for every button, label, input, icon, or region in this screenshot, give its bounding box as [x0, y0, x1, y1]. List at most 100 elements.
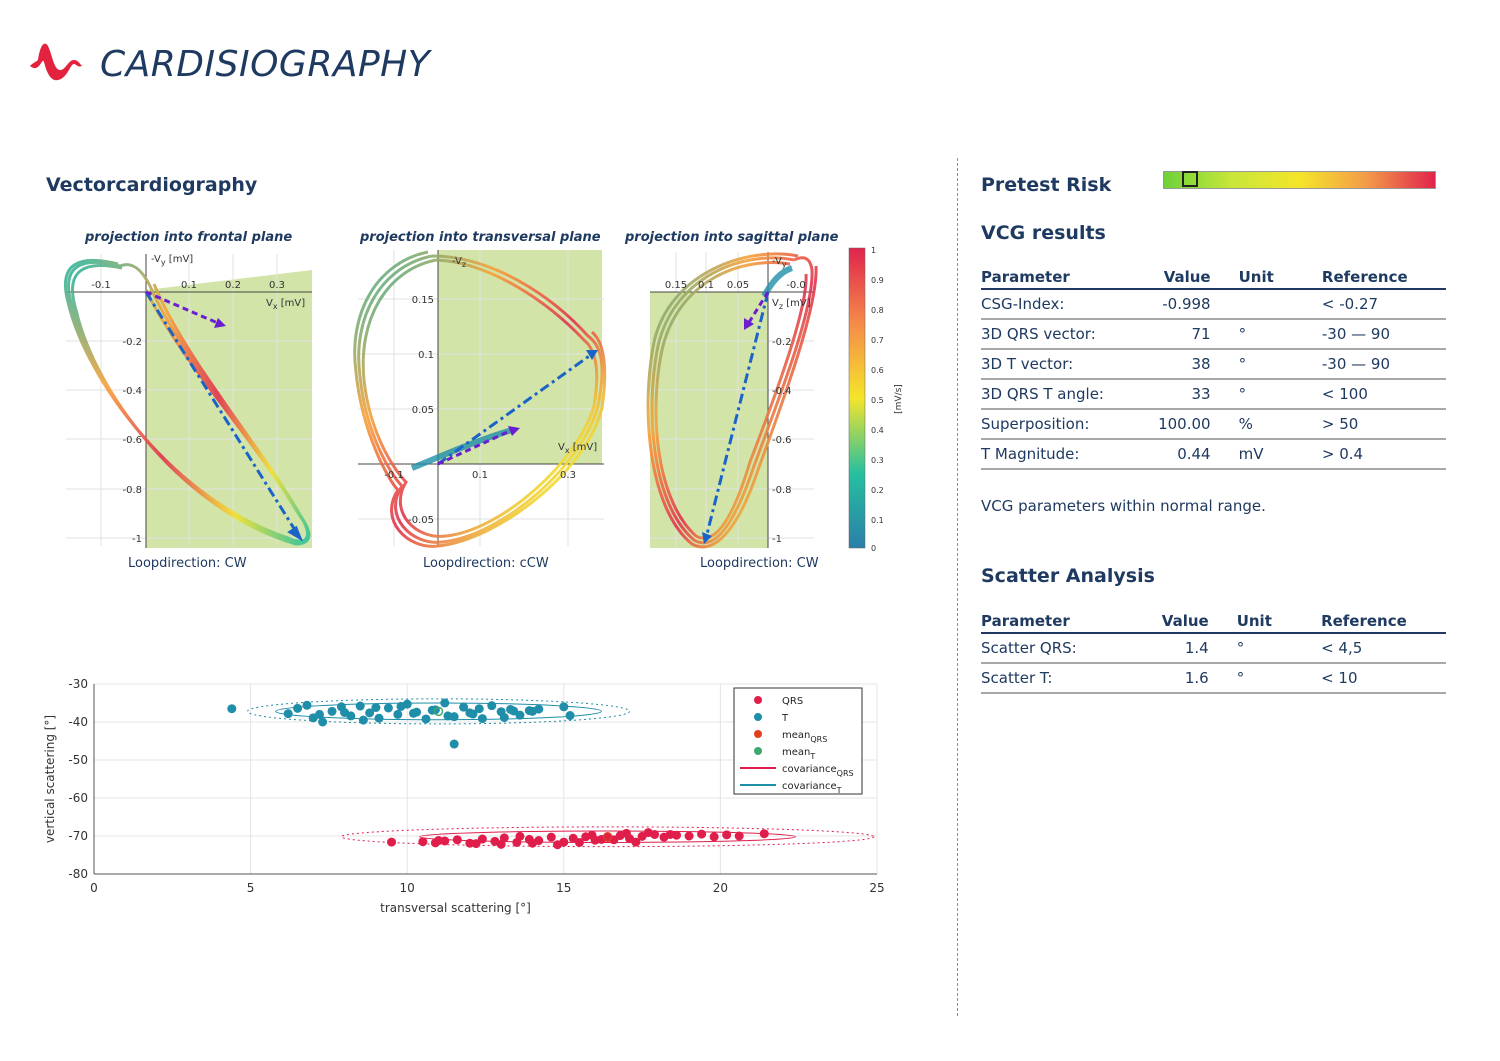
qrs-point [515, 831, 525, 841]
transversal-vtick: 0.1 [418, 350, 434, 361]
frontal-vtick: -0.4 [122, 386, 142, 397]
frontal-htick: 0.1 [181, 280, 197, 291]
qrs-point [527, 838, 537, 848]
t-point [315, 709, 325, 719]
legend-label: covarianceQRS [782, 764, 854, 778]
colorbar-tick: 0.2 [871, 486, 884, 495]
colorbar-tick: 0.7 [871, 336, 884, 345]
risk-marker [1181, 171, 1198, 187]
reference-cell: < 4,5 [1321, 633, 1446, 664]
unit-cell [1238, 289, 1322, 320]
scatter-chart: 0 5 10 15 20 25 -30 -40 -50 -60 -70 -80 transversal … [43, 677, 885, 915]
x-tick-label: 10 [400, 881, 415, 895]
scatter-analysis-heading: Scatter Analysis [981, 565, 1155, 587]
frontal-plane-plot: -Vy [mV] Vx [mV] -0.1 0.1 0.2 0.3 -0.2 -… [63, 254, 312, 548]
t-point [355, 701, 365, 711]
value-cell: 1.4 [1122, 633, 1237, 664]
x-tick-label: 0 [90, 881, 98, 895]
frontal-haxis-label: Vx [mV] [266, 298, 305, 311]
sagittal-htick: -0.0 [786, 280, 806, 291]
colorbar-tick: 0.9 [871, 276, 884, 285]
param-cell: Scatter T: [981, 663, 1123, 694]
transversal-vtick: 0.05 [412, 405, 434, 416]
t-point [459, 702, 469, 712]
unit-cell: ° [1236, 633, 1322, 664]
colorbar-tick: 0.8 [871, 306, 884, 315]
table-row: CSG-Index: -0.998 < -0.27 [981, 289, 1446, 320]
sagittal-loopdirection: Loopdirection: CW [700, 556, 819, 571]
unit-cell: ° [1238, 349, 1322, 380]
t-point [327, 706, 337, 716]
qrs-point [665, 829, 675, 839]
frontal-vtick: -1 [132, 534, 142, 545]
frontal-vtick: -0.8 [122, 485, 142, 496]
value-cell: 33 [1124, 379, 1239, 410]
x-tick-label: 25 [869, 881, 884, 895]
transversal-plane-plot: -Vz Vx [mV] -0.1 0.1 0.3 0.15 0.1 0.05 -… [353, 250, 607, 548]
reference-cell: > 0.4 [1321, 439, 1446, 470]
y-axis-label: vertical scattering [°] [43, 715, 57, 843]
y-tick-label: -70 [68, 829, 88, 843]
sagittal-htick: 0.15 [665, 280, 687, 291]
qrs-point [709, 832, 719, 842]
table-row: 3D T vector: 38 ° -30 — 90 [981, 349, 1446, 380]
pretest-risk-heading: Pretest Risk [981, 174, 1112, 196]
velocity-colorbar: 1 0.9 0.8 0.7 0.6 0.5 0.4 0.3 0.2 0.1 0 … [848, 246, 904, 553]
t-point [383, 703, 393, 713]
reference-cell: < -0.27 [1321, 289, 1446, 320]
t-point [559, 702, 569, 712]
colorbar-tick: 0.6 [871, 366, 884, 375]
transversal-htick: 0.1 [472, 470, 488, 481]
t-point [449, 739, 459, 749]
qrs-point [553, 840, 563, 850]
t-point [393, 709, 403, 719]
qrs-point [452, 835, 462, 845]
frontal-htick: -0.1 [91, 280, 111, 291]
table-row: Scatter T: 1.6 ° < 10 [981, 663, 1446, 694]
transversal-haxis-label: Vx [mV] [558, 442, 597, 455]
t-point [283, 709, 293, 719]
t-point [565, 711, 575, 721]
param-cell: 3D QRS T angle: [981, 379, 1125, 410]
value-cell: 100.00 [1124, 409, 1239, 440]
table-row: Scatter QRS: 1.4 ° < 4,5 [981, 633, 1446, 664]
colorbar-label: [mV/s] [894, 384, 904, 414]
t-point [293, 703, 303, 713]
cardisiography-logo-icon [30, 43, 82, 81]
sagittal-vtick: -0.4 [772, 386, 792, 397]
qrs-point [387, 837, 397, 847]
mean-QRS-marker [602, 832, 613, 842]
risk-gradient-bar [1163, 171, 1436, 189]
t-point [440, 698, 450, 708]
col-header: Value [1124, 264, 1239, 290]
table-header-row: Parameter Value Unit Reference [981, 264, 1446, 290]
unit-cell: % [1238, 409, 1322, 440]
y-tick-label: -30 [68, 677, 88, 691]
unit-cell: ° [1238, 319, 1322, 350]
qrs-point [722, 830, 732, 840]
t-point [509, 706, 519, 716]
y-tick-label: -80 [68, 867, 88, 881]
param-cell: T Magnitude: [981, 439, 1125, 470]
frontal-vaxis-label: -Vy [mV] [151, 254, 193, 267]
qrs-point [418, 837, 428, 847]
qrs-point [697, 829, 707, 839]
sagittal-plane-title: projection into sagittal plane [625, 230, 839, 245]
value-cell: 38 [1124, 349, 1239, 380]
transversal-loopdirection: Loopdirection: cCW [423, 556, 549, 571]
brand-title: CARDISIOGRAPHY [100, 44, 431, 85]
mean-T-marker [433, 706, 444, 717]
t-point [443, 711, 453, 721]
x-axis-label: transversal scattering [°] [380, 901, 531, 915]
reference-cell: > 50 [1321, 409, 1446, 440]
frontal-vtick: -0.2 [122, 337, 142, 348]
colorbar-tick: 0.3 [871, 456, 884, 465]
legend-label: covarianceT [782, 781, 842, 795]
frontal-htick: 0.3 [269, 280, 285, 291]
qrs-point [684, 831, 694, 841]
col-header: Parameter [981, 264, 1125, 290]
param-cell: Superposition: [981, 409, 1125, 440]
transversal-vtick: -0.05 [408, 515, 434, 526]
vcg-status-text: VCG parameters within normal range. [981, 497, 1266, 515]
frontal-plane-title: projection into frontal plane [85, 230, 293, 245]
